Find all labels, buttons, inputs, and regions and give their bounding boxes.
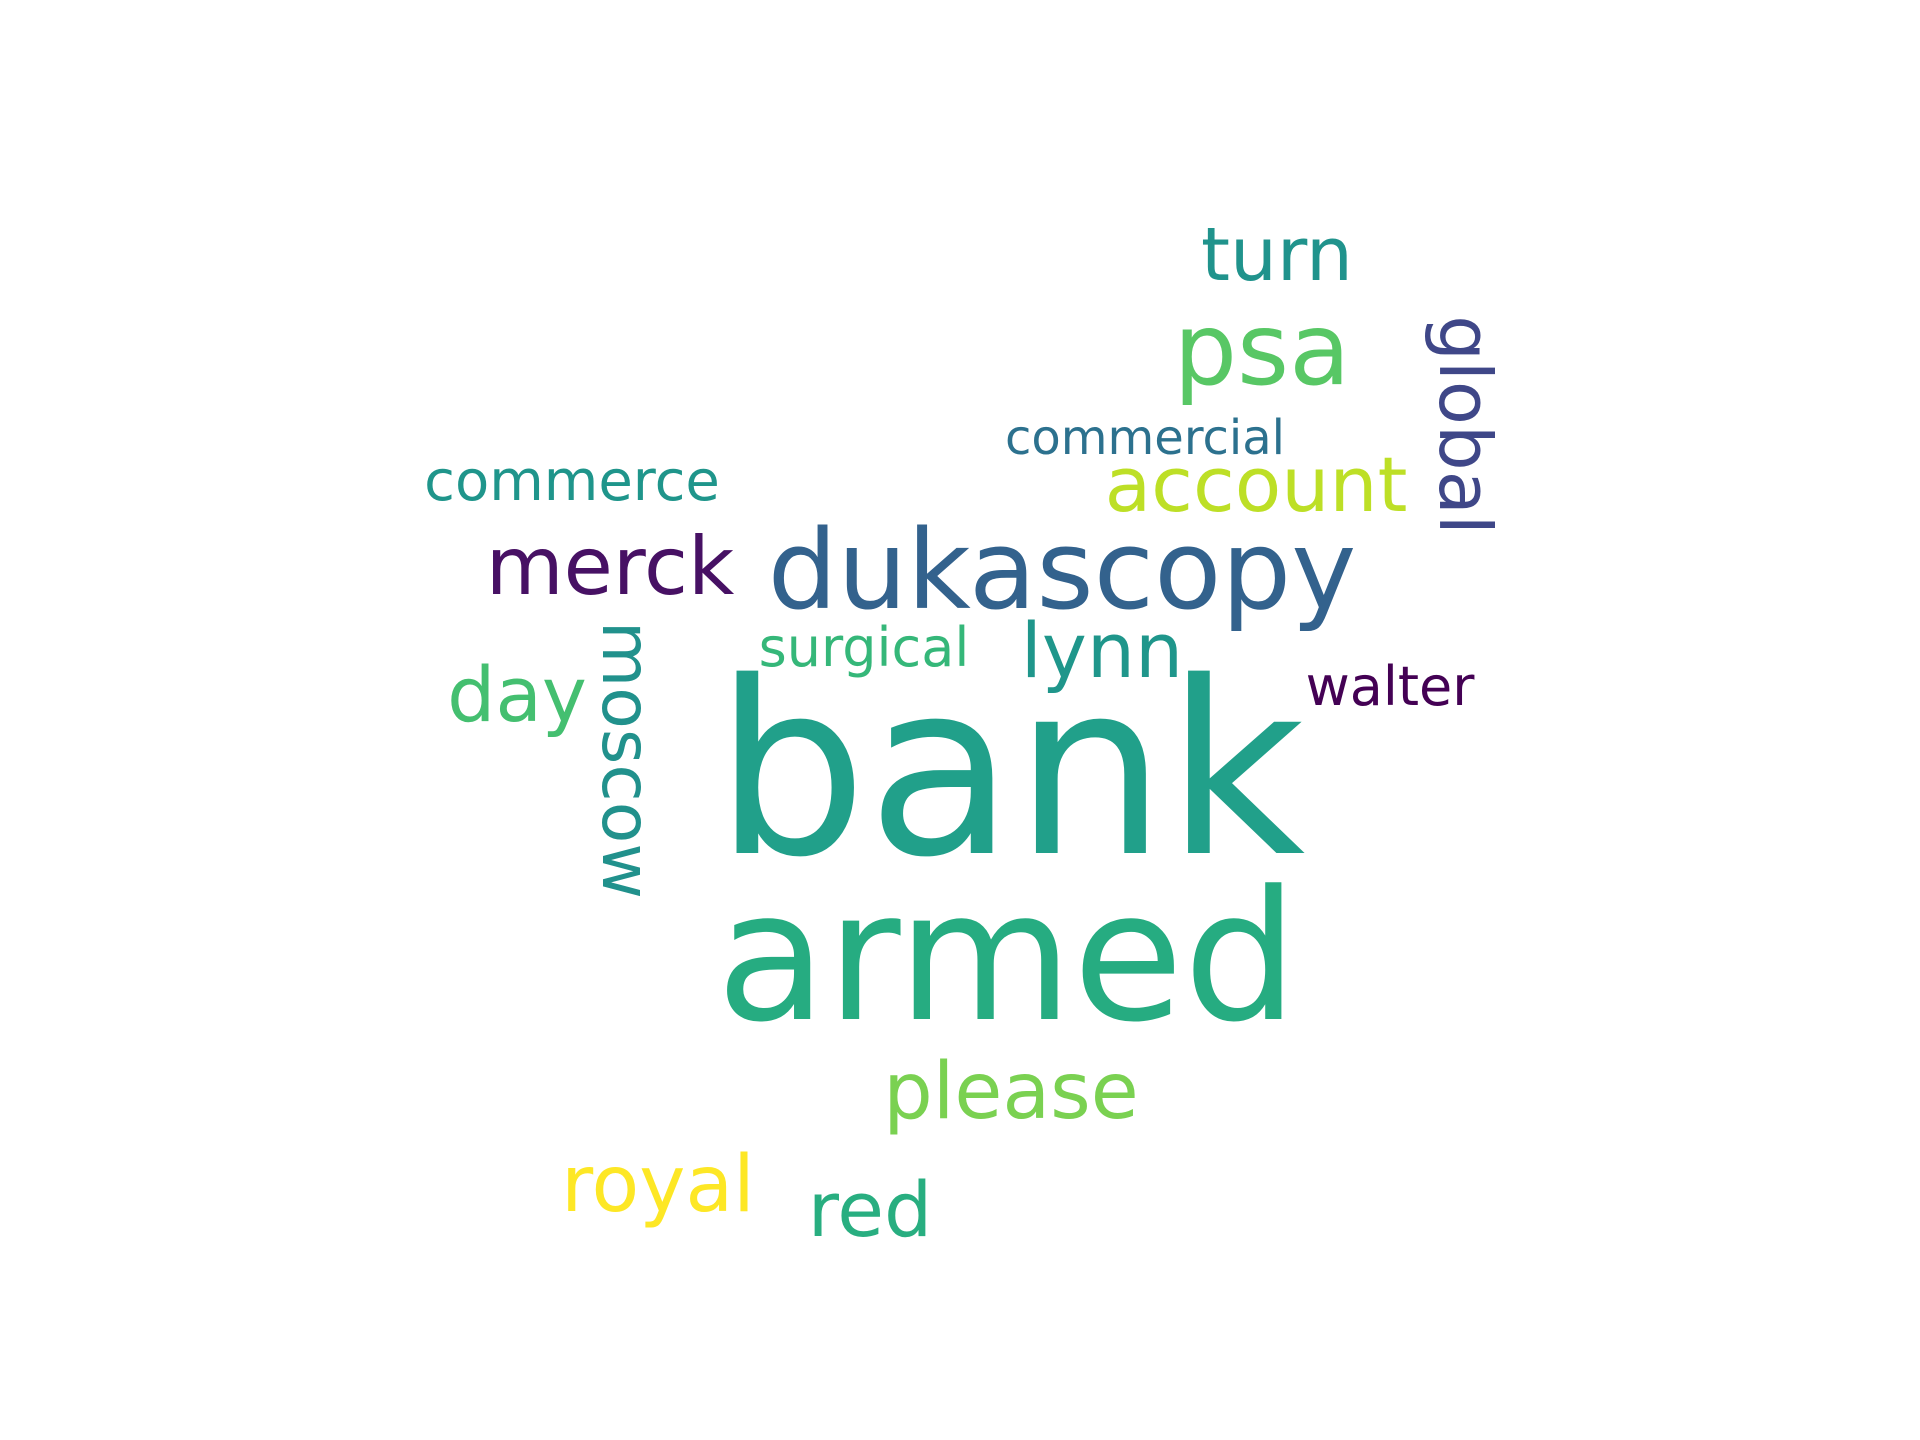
word-lynn: lynn xyxy=(1020,606,1184,695)
word-merck: merck xyxy=(485,520,735,613)
word-moscow: moscow xyxy=(585,621,665,899)
word-royal: royal xyxy=(561,1140,755,1230)
word-day: day xyxy=(447,650,587,739)
word-armed: armed xyxy=(716,853,1298,1062)
word-walter: walter xyxy=(1305,655,1475,718)
word-surgical: surgical xyxy=(758,616,970,679)
word-red: red xyxy=(807,1165,933,1254)
word-turn: turn xyxy=(1201,212,1353,298)
word-commerce: commerce xyxy=(424,449,720,514)
word-bank: bank xyxy=(714,630,1306,910)
word-global: global xyxy=(1423,315,1507,535)
word-please: please xyxy=(883,1047,1139,1137)
word-commercial: commercial xyxy=(1005,410,1285,466)
word-psa: psa xyxy=(1173,291,1351,408)
word-account: account xyxy=(1104,440,1408,529)
word-dukascopy: dukascopy xyxy=(767,506,1357,634)
